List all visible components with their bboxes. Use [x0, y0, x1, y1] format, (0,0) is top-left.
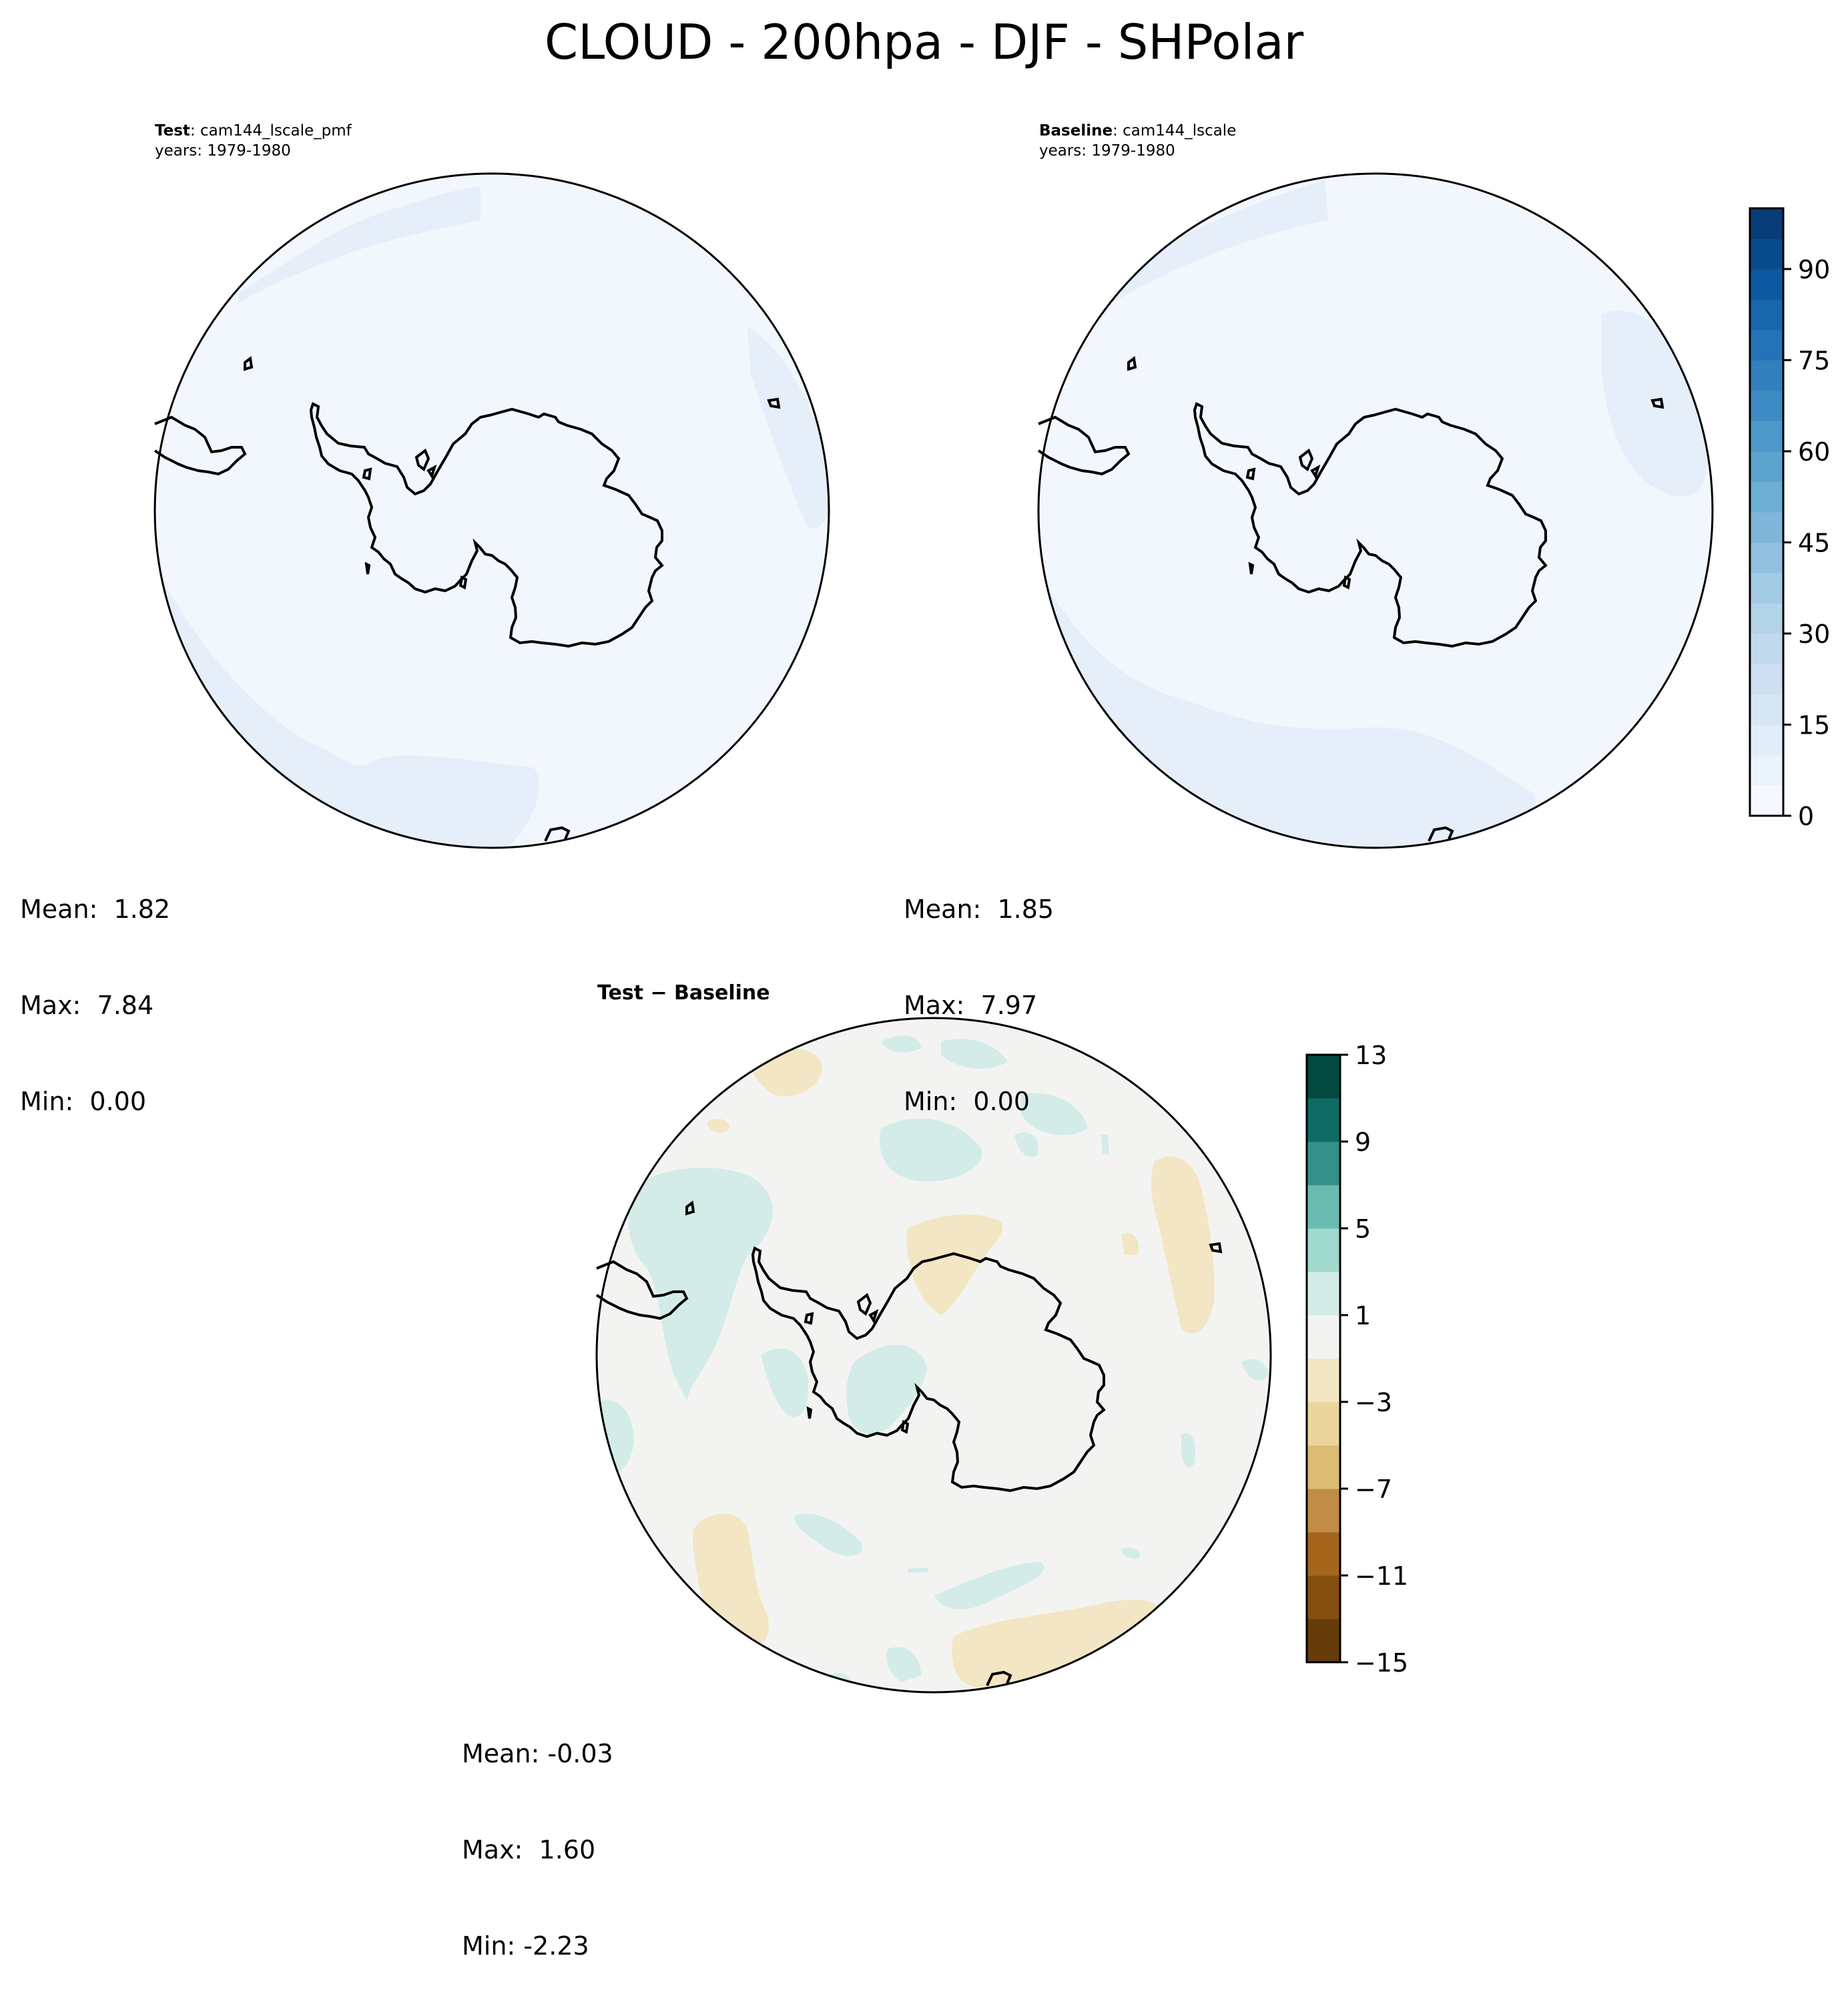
- baseline-label-bold: Baseline: [1039, 122, 1113, 140]
- diff-max: Max: 1.60: [462, 1835, 596, 1864]
- diff-colorbar-segment: [1307, 1445, 1340, 1489]
- baseline-map-field: [1038, 174, 1713, 848]
- baseline-max: Max: 7.97: [904, 991, 1038, 1020]
- main-colorbar-segment: [1750, 330, 1783, 360]
- main-colorbar-segment: [1750, 603, 1783, 634]
- diff-colorbar: −15 −11 −7 −3 1 5 9 13: [1305, 1041, 1408, 1678]
- main-colorbar-segment: [1750, 421, 1783, 452]
- diff-colorbar-segment: [1307, 1575, 1340, 1619]
- baseline-panel-label: Baseline: cam144_lscale years: 1979-1980: [1039, 121, 1236, 161]
- main-colorbar-segment: [1750, 664, 1783, 695]
- diff-colorbar-segment: [1307, 1142, 1340, 1186]
- test-map-field: [155, 174, 829, 848]
- diff-colorbar-segment: [1307, 1619, 1340, 1663]
- diff-colorbar-tick-label: 1: [1355, 1301, 1371, 1330]
- test-map-border: [153, 172, 830, 849]
- diff-colorbar-segment: [1307, 1315, 1340, 1359]
- main-colorbar-tick-label: 60: [1798, 437, 1830, 467]
- test-min: Min: 0.00: [20, 1087, 146, 1116]
- main-colorbar-tick-label: 0: [1798, 802, 1814, 831]
- main-colorbar-tick-label: 15: [1798, 711, 1830, 740]
- diff-panel-title: Test − Baseline: [597, 981, 770, 1005]
- diff-colorbar-segment: [1307, 1055, 1340, 1099]
- main-colorbar-tick-label: 30: [1798, 619, 1830, 649]
- baseline-years: years: 1979-1980: [1039, 142, 1175, 160]
- diff-colorbar-segment: [1307, 1532, 1340, 1576]
- diff-colorbar-segment: [1307, 1358, 1340, 1403]
- main-colorbar-tick-label: 45: [1798, 529, 1830, 558]
- main-colorbar-segment: [1750, 512, 1783, 543]
- diff-map-patches: [601, 1035, 1268, 1692]
- test-panel-label: Test: cam144_lscale_pmf years: 1979-1980: [155, 121, 352, 161]
- main-colorbar-tick-label: 90: [1798, 255, 1830, 284]
- diff-colorbar-segment: [1307, 1185, 1340, 1229]
- main-colorbar-segment: [1750, 269, 1783, 300]
- main-colorbar-border: [1749, 207, 1785, 817]
- main-colorbar-segment: [1750, 208, 1783, 239]
- test-mean: Mean: 1.82: [20, 895, 171, 924]
- baseline-map-border: [1037, 172, 1714, 849]
- baseline-label-case: : cam144_lscale: [1113, 122, 1237, 140]
- diff-colorbar-tick-label: 13: [1355, 1041, 1387, 1070]
- main-colorbar-segment: [1750, 724, 1783, 756]
- diff-map: [595, 1017, 1272, 1694]
- main-colorbar-segment: [1750, 542, 1783, 573]
- diff-stats: Mean: -0.03 Max: 1.60 Min: -2.23: [462, 1674, 613, 1994]
- figure-title: CLOUD - 200hpa - DJF - SHPolar: [544, 14, 1304, 70]
- diff-colorbar-segment: [1307, 1098, 1340, 1142]
- main-colorbar-tick-label: 75: [1798, 346, 1830, 376]
- baseline-mean: Mean: 1.85: [904, 895, 1054, 924]
- main-colorbar-segment: [1750, 451, 1783, 482]
- test-max: Max: 7.84: [20, 991, 154, 1020]
- main-colorbar-segment: [1750, 299, 1783, 330]
- main-colorbar-segment: [1750, 238, 1783, 270]
- diff-min: Min: -2.23: [462, 1931, 589, 1961]
- diff-colorbar-tick-label: 9: [1355, 1128, 1371, 1157]
- diff-colorbar-border: [1305, 1053, 1341, 1664]
- test-label-bold: Test: [155, 122, 190, 140]
- main-colorbar-segment: [1750, 481, 1783, 513]
- diff-colorbar-tick-label: 5: [1355, 1214, 1371, 1244]
- diff-colorbar-tick-label: −11: [1355, 1561, 1408, 1591]
- main-colorbar-segment: [1750, 391, 1783, 421]
- diff-colorbar-segment: [1307, 1402, 1340, 1446]
- baseline-min: Min: 0.00: [904, 1087, 1030, 1116]
- diff-colorbar-tick-label: −3: [1355, 1388, 1392, 1417]
- diff-colorbar-segment: [1307, 1272, 1340, 1316]
- baseline-stats: Mean: 1.85 Max: 7.97 Min: 0.00: [904, 829, 1054, 1150]
- main-colorbar-segment: [1750, 694, 1783, 725]
- main-colorbar-segment: [1750, 634, 1783, 664]
- diff-mean: Mean: -0.03: [462, 1739, 613, 1768]
- test-label-case: : cam144_lscale_pmf: [190, 122, 352, 140]
- diff-colorbar-segment: [1307, 1228, 1340, 1272]
- diff-colorbar-segment: [1307, 1489, 1340, 1533]
- diff-map-border: [595, 1017, 1272, 1694]
- main-colorbar-segment: [1750, 360, 1783, 391]
- test-years: years: 1979-1980: [155, 142, 291, 160]
- diff-colorbar-tick-label: −7: [1355, 1475, 1392, 1504]
- diff-colorbar-tick-label: −15: [1355, 1648, 1408, 1678]
- test-stats: Mean: 1.82 Max: 7.84 Min: 0.00: [20, 829, 170, 1150]
- main-colorbar-segment: [1750, 785, 1783, 816]
- main-colorbar-segment: [1750, 573, 1783, 603]
- baseline-map: [1037, 172, 1714, 849]
- main-colorbar-segment: [1750, 755, 1783, 786]
- main-colorbar: 0 15 30 45 60 75 90: [1749, 207, 1830, 831]
- test-map: [153, 172, 830, 849]
- diff-map-field: [597, 1018, 1271, 1692]
